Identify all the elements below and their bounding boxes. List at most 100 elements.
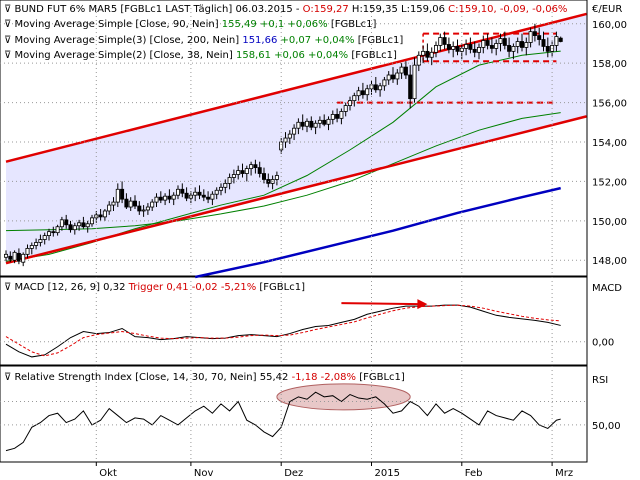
candle-body bbox=[326, 118, 331, 125]
candle-body bbox=[532, 31, 537, 36]
macd-panel-frame bbox=[0, 276, 588, 366]
candle-body bbox=[231, 174, 236, 178]
candle-body bbox=[507, 45, 512, 52]
price-tick-label: 160,00 bbox=[592, 20, 627, 31]
candle-body bbox=[489, 45, 494, 49]
price-tick-label: 152,00 bbox=[592, 177, 627, 188]
candle-body bbox=[141, 209, 146, 212]
candle-body bbox=[442, 37, 447, 45]
price-tick-label: 154,00 bbox=[592, 138, 627, 149]
candle-body bbox=[382, 79, 387, 87]
candle-body bbox=[494, 43, 499, 49]
ma200-legend[interactable]: ⊽ Moving Average Simple(3) [Close, 200, … bbox=[4, 35, 403, 46]
price-title-prefix: BUND FUT 6% MAR5 [FGBLc1 LAST Täglich] 0… bbox=[15, 4, 303, 15]
ohlc-high: H:159,35 bbox=[352, 4, 398, 15]
x-tick-label: 2015 bbox=[375, 468, 400, 479]
candle-body bbox=[25, 248, 30, 255]
x-tick-label: Mrz bbox=[555, 468, 573, 479]
candle-body bbox=[16, 252, 21, 262]
candle-body bbox=[274, 175, 279, 180]
candle-body bbox=[47, 231, 52, 237]
candle-body bbox=[72, 225, 77, 231]
candle-body bbox=[554, 36, 559, 46]
ohlc-low: L:159,06 bbox=[401, 4, 445, 15]
price-plot bbox=[4, 12, 587, 279]
price-tick-label: 148,00 bbox=[592, 256, 627, 267]
candle-body bbox=[283, 137, 288, 143]
candle-body bbox=[464, 44, 469, 49]
candle-body bbox=[524, 42, 529, 48]
candle-body bbox=[446, 44, 451, 50]
candle-body bbox=[287, 133, 292, 139]
candle-body bbox=[193, 191, 198, 196]
price-title: ⊽ BUND FUT 6% MAR5 [FGBLc1 LAST Täglich]… bbox=[4, 4, 567, 15]
candle-body bbox=[399, 66, 404, 74]
price-tick-label: 150,00 bbox=[592, 217, 627, 228]
candle-body bbox=[296, 121, 301, 129]
candle-body bbox=[201, 194, 206, 198]
candle-body bbox=[115, 188, 120, 203]
candle-body bbox=[335, 114, 340, 119]
candle-body bbox=[111, 201, 116, 206]
candle-body bbox=[472, 48, 477, 53]
ma90-menu-icon: ⊽ bbox=[4, 19, 15, 30]
candle-body bbox=[356, 90, 361, 97]
candle-body bbox=[429, 51, 434, 58]
candle-body bbox=[545, 46, 550, 52]
x-tick-label: Feb bbox=[465, 468, 483, 479]
candle-body bbox=[257, 167, 262, 174]
candle-body bbox=[261, 173, 266, 180]
price-tick-label: 158,00 bbox=[592, 59, 627, 70]
candle-body bbox=[98, 214, 103, 218]
rsi-legend[interactable]: ⊽ Relative Strength Index [Close, 14, 30… bbox=[4, 372, 405, 383]
candle-body bbox=[339, 111, 344, 119]
candle-body bbox=[180, 188, 185, 194]
candle-body bbox=[68, 224, 73, 231]
candle-body bbox=[107, 204, 112, 212]
candle-body bbox=[292, 127, 297, 135]
rsi-highlight-ellipse bbox=[276, 383, 411, 411]
rsi-axis-title: RSI bbox=[592, 375, 608, 386]
trend-channel-upper bbox=[5, 12, 587, 163]
candle-body bbox=[313, 122, 318, 128]
candle-body bbox=[81, 222, 86, 228]
candle-body bbox=[223, 182, 228, 188]
trigger-line bbox=[5, 304, 561, 357]
candle-body bbox=[528, 31, 533, 43]
candle-body bbox=[558, 37, 563, 42]
trend-arrow-shaft bbox=[341, 302, 420, 306]
chart-menu-icon[interactable]: ⊽ bbox=[4, 4, 15, 15]
candle-body bbox=[29, 245, 34, 249]
candle-body bbox=[386, 74, 391, 81]
macd-legend[interactable]: ⊽ MACD [12, 26, 9] 0,32 Trigger 0,41 -0,… bbox=[4, 282, 305, 293]
candle-body bbox=[184, 192, 189, 199]
candle-body bbox=[4, 253, 9, 258]
candle-body bbox=[167, 195, 172, 200]
candle-body bbox=[343, 105, 348, 112]
ohlc-close: C:159,10 bbox=[448, 4, 493, 15]
ohlc-change: -0,09 bbox=[500, 4, 526, 15]
candle-body bbox=[64, 219, 69, 226]
candle-body bbox=[21, 253, 26, 263]
ma38-menu-icon: ⊽ bbox=[4, 50, 15, 61]
candle-body bbox=[175, 188, 180, 196]
candle-body bbox=[403, 66, 408, 76]
candle-body bbox=[240, 170, 245, 174]
candle-body bbox=[451, 46, 456, 50]
candle-body bbox=[102, 210, 107, 218]
ma90-legend[interactable]: ⊽ Moving Average Simple [Close, 90, Nein… bbox=[4, 19, 377, 30]
candle-body bbox=[38, 239, 43, 243]
candle-body bbox=[218, 186, 223, 191]
candle-body bbox=[416, 54, 421, 66]
candle-body bbox=[137, 205, 142, 212]
candle-body bbox=[455, 46, 460, 52]
candle-body bbox=[279, 141, 284, 151]
candle-body bbox=[537, 35, 542, 40]
candle-body bbox=[244, 168, 249, 174]
candle-body bbox=[541, 39, 546, 47]
ma38-legend[interactable]: ⊽ Moving Average Simple(2) [Close, 38, N… bbox=[4, 50, 397, 61]
candle-body bbox=[42, 235, 47, 240]
candle-body bbox=[502, 38, 507, 46]
candle-body bbox=[309, 120, 314, 128]
